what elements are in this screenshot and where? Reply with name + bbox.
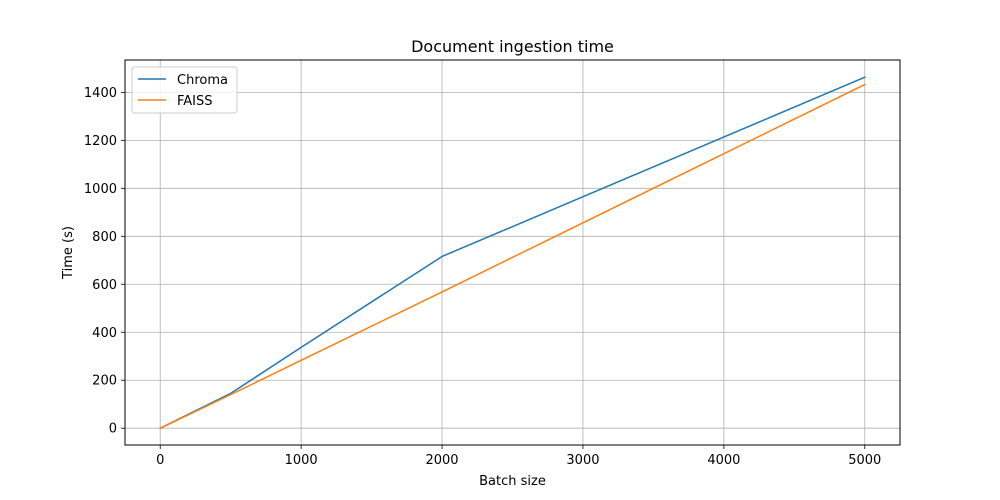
y-axis-label: Time (s): [61, 226, 76, 280]
x-tick-label: 0: [156, 453, 164, 468]
x-tick-label: 5000: [848, 453, 881, 468]
y-tick-label: 800: [92, 230, 117, 245]
y-tick-label: 1400: [84, 86, 117, 101]
x-tick-label: 2000: [425, 453, 458, 468]
x-axis-label: Batch size: [479, 474, 546, 489]
y-tick-label: 0: [109, 422, 117, 437]
y-tick-label: 1200: [84, 134, 117, 149]
series-line-faiss: [159, 83, 866, 430]
series-lines: [159, 76, 866, 430]
chart-title: Document ingestion time: [411, 37, 614, 56]
y-tick-label: 200: [92, 374, 117, 389]
legend-label-chroma: Chroma: [177, 73, 228, 88]
y-tick-label: 400: [92, 326, 117, 341]
plot-frame: [124, 59, 901, 446]
x-tick-label: 4000: [707, 453, 740, 468]
x-tick-label: 1000: [285, 453, 318, 468]
legend: Chroma FAISS: [131, 66, 238, 114]
y-tick-label: 600: [92, 278, 117, 293]
axis-ticks: 0 1000 2000 3000 4000 5000 0 200 400 600 800 1000 12…: [84, 86, 881, 468]
grid: [125, 60, 900, 445]
legend-label-faiss: FAISS: [177, 94, 213, 109]
x-tick-label: 3000: [566, 453, 599, 468]
y-tick-label: 1000: [84, 182, 117, 197]
series-line-chroma: [159, 76, 866, 430]
